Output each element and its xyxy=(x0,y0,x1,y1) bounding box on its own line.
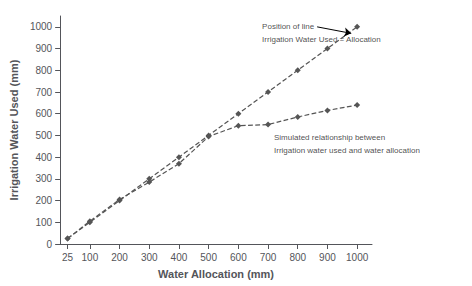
svg-text:Simulated relationship between: Simulated relationship between xyxy=(274,133,385,142)
svg-text:500: 500 xyxy=(200,252,217,263)
svg-text:900: 900 xyxy=(35,43,52,54)
svg-text:600: 600 xyxy=(35,108,52,119)
svg-text:300: 300 xyxy=(141,252,158,263)
svg-text:800: 800 xyxy=(289,252,306,263)
svg-text:200: 200 xyxy=(35,195,52,206)
svg-text:1000: 1000 xyxy=(346,252,369,263)
svg-text:Position of line: Position of line xyxy=(262,22,315,31)
svg-text:700: 700 xyxy=(260,252,277,263)
svg-text:Irrigation Water Used = Alloca: Irrigation Water Used = Allocation xyxy=(262,35,381,44)
svg-text:500: 500 xyxy=(35,130,52,141)
svg-text:400: 400 xyxy=(35,152,52,163)
svg-text:Water Allocation (mm): Water Allocation (mm) xyxy=(158,268,274,280)
svg-text:0: 0 xyxy=(47,239,53,250)
svg-text:700: 700 xyxy=(35,87,52,98)
svg-text:200: 200 xyxy=(111,252,128,263)
svg-text:25: 25 xyxy=(62,252,74,263)
svg-text:100: 100 xyxy=(35,217,52,228)
svg-text:100: 100 xyxy=(82,252,99,263)
svg-text:1000: 1000 xyxy=(30,21,53,32)
svg-text:600: 600 xyxy=(230,252,247,263)
svg-text:300: 300 xyxy=(35,173,52,184)
svg-text:800: 800 xyxy=(35,65,52,76)
svg-text:900: 900 xyxy=(319,252,336,263)
svg-text:Irrigation water used and wate: Irrigation water used and water allocati… xyxy=(274,146,420,155)
svg-text:Irrigation Water Used (mm): Irrigation Water Used (mm) xyxy=(8,59,20,200)
svg-text:400: 400 xyxy=(171,252,188,263)
